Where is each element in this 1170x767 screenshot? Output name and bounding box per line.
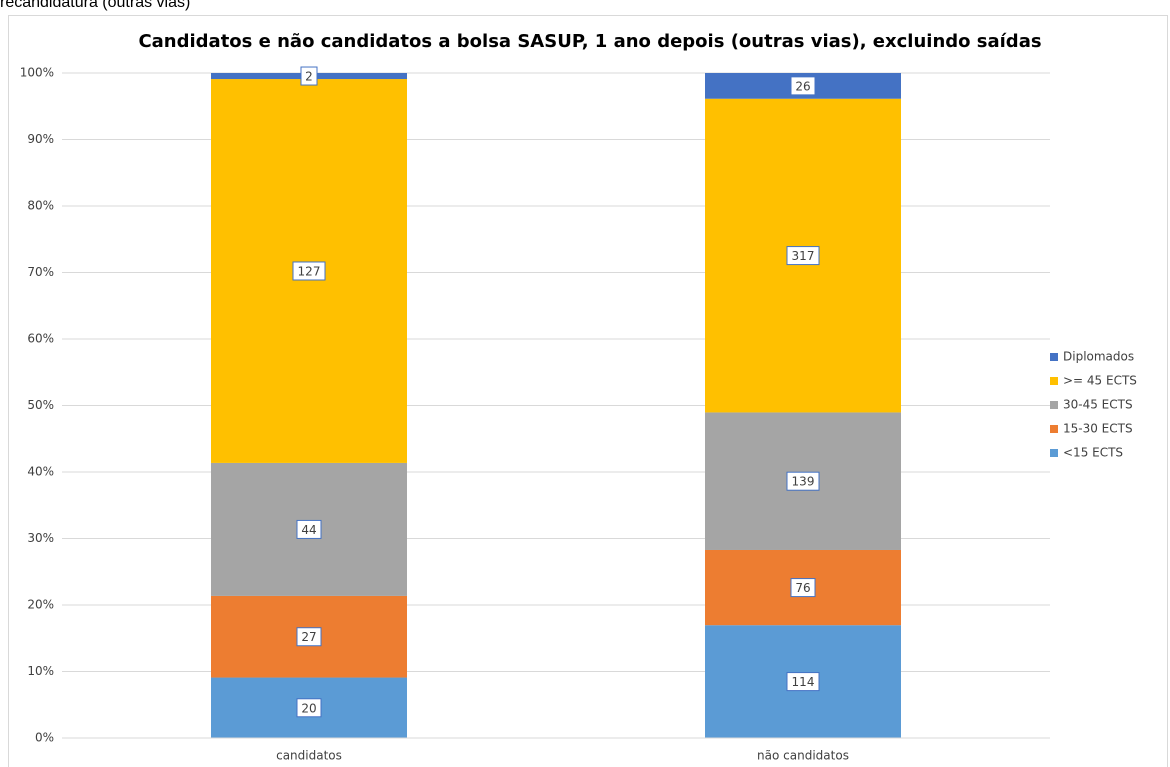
chart-title: Candidatos e não candidatos a bolsa SASU…: [138, 31, 1041, 52]
legend-label: Diplomados: [1063, 350, 1134, 364]
data-label-box: [786, 471, 820, 491]
data-label: 44: [301, 523, 316, 537]
data-label-box: [786, 672, 820, 692]
data-label-box: [296, 627, 322, 647]
data-label: 76: [795, 581, 810, 595]
data-label: 114: [792, 675, 815, 689]
legend-label: <15 ECTS: [1063, 446, 1123, 460]
legend-label: 30-45 ECTS: [1063, 398, 1133, 412]
caption: recandidatura (outras vias): [0, 0, 190, 11]
data-label: 2: [305, 70, 313, 84]
x-tick-label: candidatos: [276, 749, 342, 763]
y-tick-label: 60%: [27, 332, 54, 346]
data-label-box: [790, 578, 816, 598]
data-label: 20: [301, 701, 316, 715]
y-tick-label: 70%: [27, 265, 54, 279]
y-tick-label: 10%: [27, 664, 54, 678]
y-tick-label: 40%: [27, 465, 54, 479]
y-tick-label: 20%: [27, 598, 54, 612]
y-tick-label: 30%: [27, 531, 54, 545]
data-label-box: [786, 246, 820, 266]
data-label: 317: [792, 249, 815, 263]
data-label: 127: [298, 264, 321, 278]
legend-swatch: [1050, 353, 1058, 361]
legend-swatch: [1050, 449, 1058, 457]
legend-label: >= 45 ECTS: [1063, 374, 1137, 388]
y-tick-label: 0%: [35, 731, 54, 745]
data-label-box: [300, 66, 318, 86]
legend-swatch: [1050, 377, 1058, 385]
chart-frame: [8, 15, 1168, 767]
data-label: 26: [795, 79, 810, 93]
x-tick-label: não candidatos: [757, 749, 849, 763]
legend-swatch: [1050, 401, 1058, 409]
data-label: 27: [301, 630, 316, 644]
data-label-box: [296, 519, 322, 539]
data-label: 139: [792, 475, 815, 489]
y-tick-label: 50%: [27, 398, 54, 412]
y-tick-label: 90%: [27, 132, 54, 146]
legend-label: 15-30 ECTS: [1063, 422, 1133, 436]
y-tick-label: 100%: [20, 66, 54, 80]
legend-swatch: [1050, 425, 1058, 433]
data-label-box: [790, 76, 816, 96]
data-label-box: [296, 698, 322, 718]
data-label-box: [292, 261, 326, 281]
y-tick-label: 80%: [27, 199, 54, 213]
